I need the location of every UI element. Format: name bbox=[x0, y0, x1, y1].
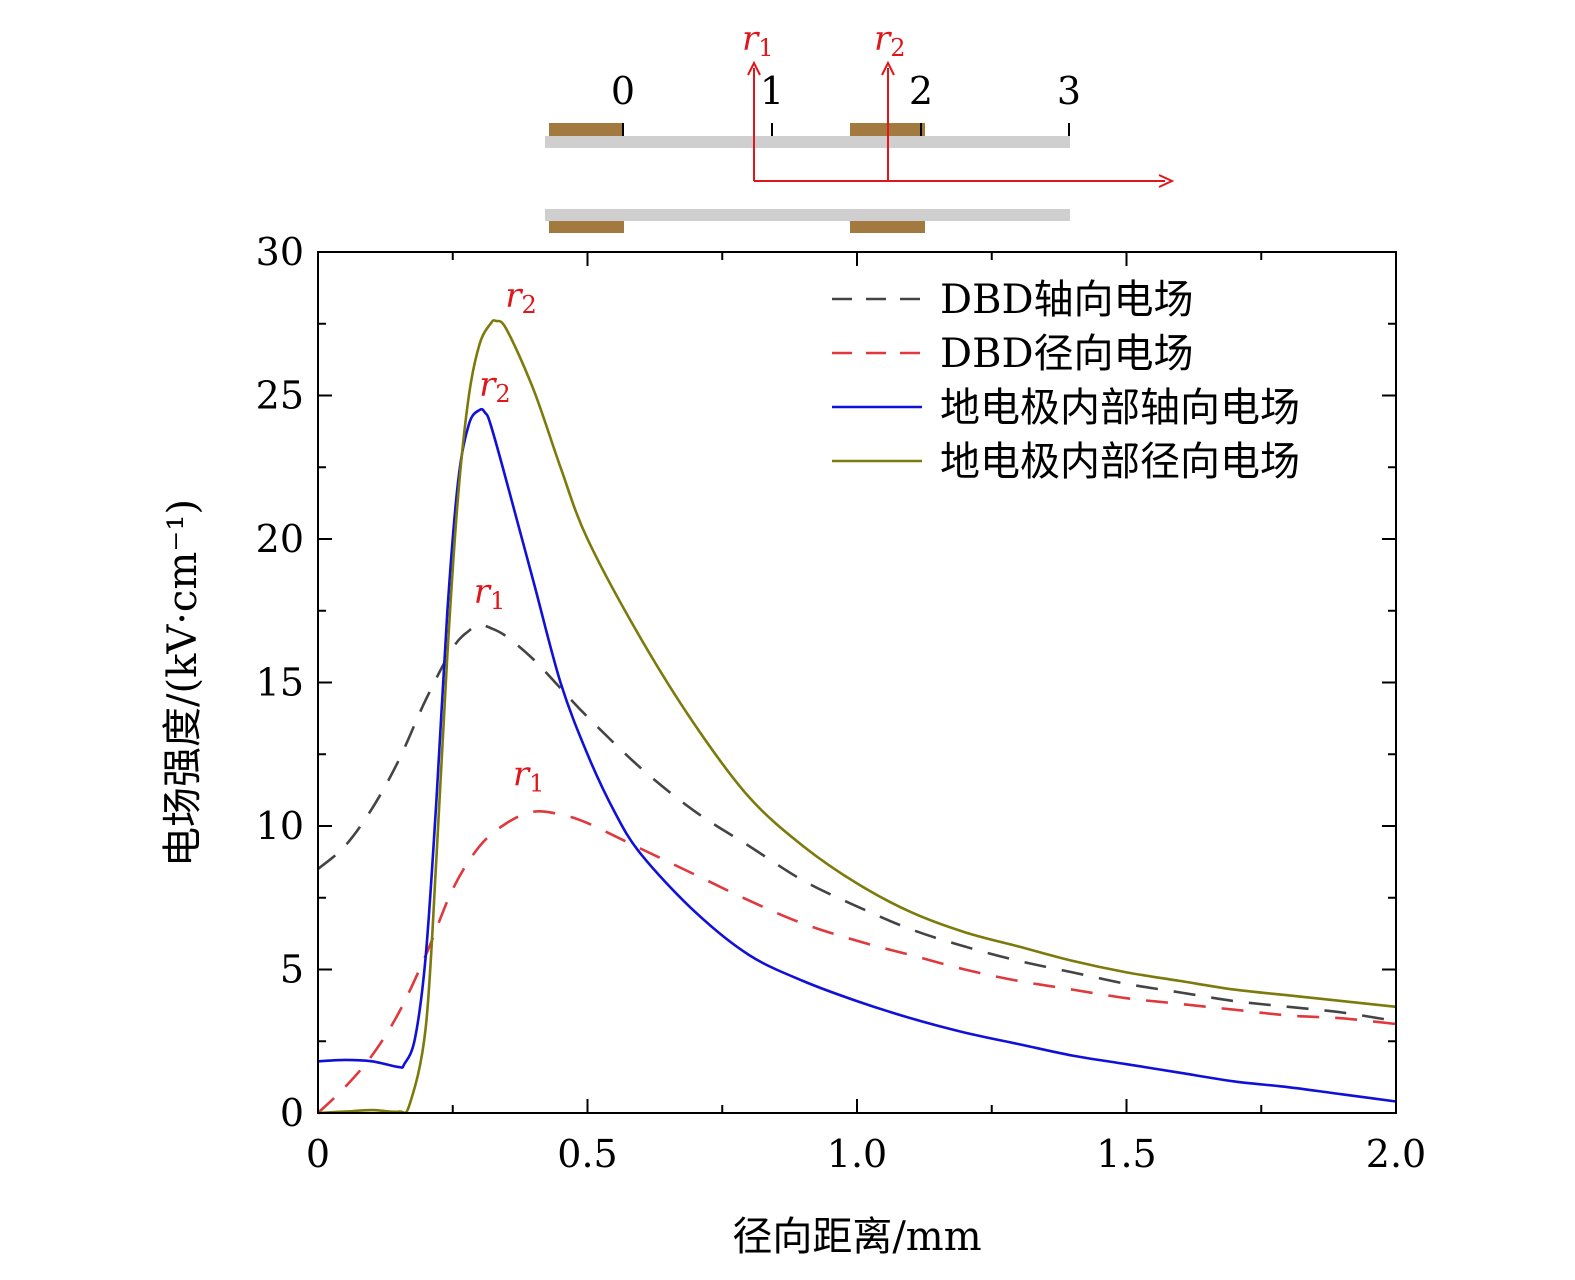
series-line-2 bbox=[317, 407, 1397, 1103]
data-series bbox=[317, 319, 1397, 1115]
x-tick-label: 1.0 bbox=[827, 1132, 887, 1176]
r2-arrow-label: r2 bbox=[874, 19, 906, 62]
y-axis-title: 电场强度/(kV·cm⁻¹) bbox=[160, 499, 206, 867]
y-tick-label: 5 bbox=[280, 948, 304, 992]
electrode-schematic: 0 1 2 3 r1 r2 bbox=[545, 19, 1175, 233]
peak-label-0: r2 bbox=[505, 276, 537, 319]
dielectric-tube-bottom bbox=[545, 209, 1070, 221]
peak-annotations: r2 r2 r1 r1 bbox=[474, 276, 545, 798]
legend-label-dbd-axial: DBD轴向电场 bbox=[940, 277, 1194, 323]
x-tick-label: 2.0 bbox=[1366, 1132, 1426, 1176]
r2-arrowhead bbox=[881, 60, 895, 76]
y-tick-label: 15 bbox=[256, 661, 304, 705]
y-tick-label: 25 bbox=[256, 374, 304, 418]
r1-arrow-label: r1 bbox=[742, 19, 774, 62]
scale-label-0: 0 bbox=[611, 69, 635, 113]
electrode-right-bottom bbox=[850, 221, 925, 233]
scale-label-2: 2 bbox=[909, 69, 933, 113]
x-axis-title: 径向距离/mm bbox=[732, 1214, 981, 1260]
scale-label-3: 3 bbox=[1057, 69, 1081, 113]
legend-label-ground-axial: 地电极内部轴向电场 bbox=[940, 385, 1300, 431]
y-tick-label: 20 bbox=[256, 517, 304, 561]
y-tick-label: 10 bbox=[256, 804, 304, 848]
x-tick-label: 1.5 bbox=[1096, 1132, 1156, 1176]
y-tick-label: 0 bbox=[280, 1091, 304, 1135]
y-axis-ticks: 0 5 10 15 20 25 30 bbox=[256, 230, 1396, 1135]
x-tick-label: 0.5 bbox=[557, 1132, 617, 1176]
legend-label-ground-radial: 地电极内部径向电场 bbox=[940, 439, 1300, 485]
series-line-1 bbox=[317, 809, 1397, 1114]
peak-label-3: r1 bbox=[513, 755, 545, 798]
series-line-0 bbox=[317, 623, 1397, 1023]
peak-label-1: r2 bbox=[479, 365, 511, 408]
x-tick-label: 0 bbox=[306, 1132, 330, 1176]
legend: DBD轴向电场 DBD径向电场 地电极内部轴向电场 地电极内部径向电场 bbox=[832, 277, 1300, 485]
electrode-left-top bbox=[549, 123, 624, 136]
plot-area: 0 0.5 1.0 1.5 2.0 0 5 10 15 20 25 30 r2 r2 r1 r1 bbox=[256, 230, 1427, 1176]
series-line-3 bbox=[317, 319, 1397, 1115]
peak-label-2: r1 bbox=[474, 572, 506, 615]
dielectric-tube-top bbox=[545, 136, 1070, 148]
r1-arrowhead bbox=[747, 60, 761, 76]
y-tick-label: 30 bbox=[256, 230, 304, 274]
radial-axis-arrowhead bbox=[1158, 174, 1175, 188]
scale-label-1: 1 bbox=[760, 69, 784, 113]
legend-label-dbd-radial: DBD径向电场 bbox=[940, 331, 1194, 377]
electrode-left-bottom bbox=[549, 221, 624, 233]
x-axis-ticks: 0 0.5 1.0 1.5 2.0 bbox=[306, 252, 1426, 1176]
